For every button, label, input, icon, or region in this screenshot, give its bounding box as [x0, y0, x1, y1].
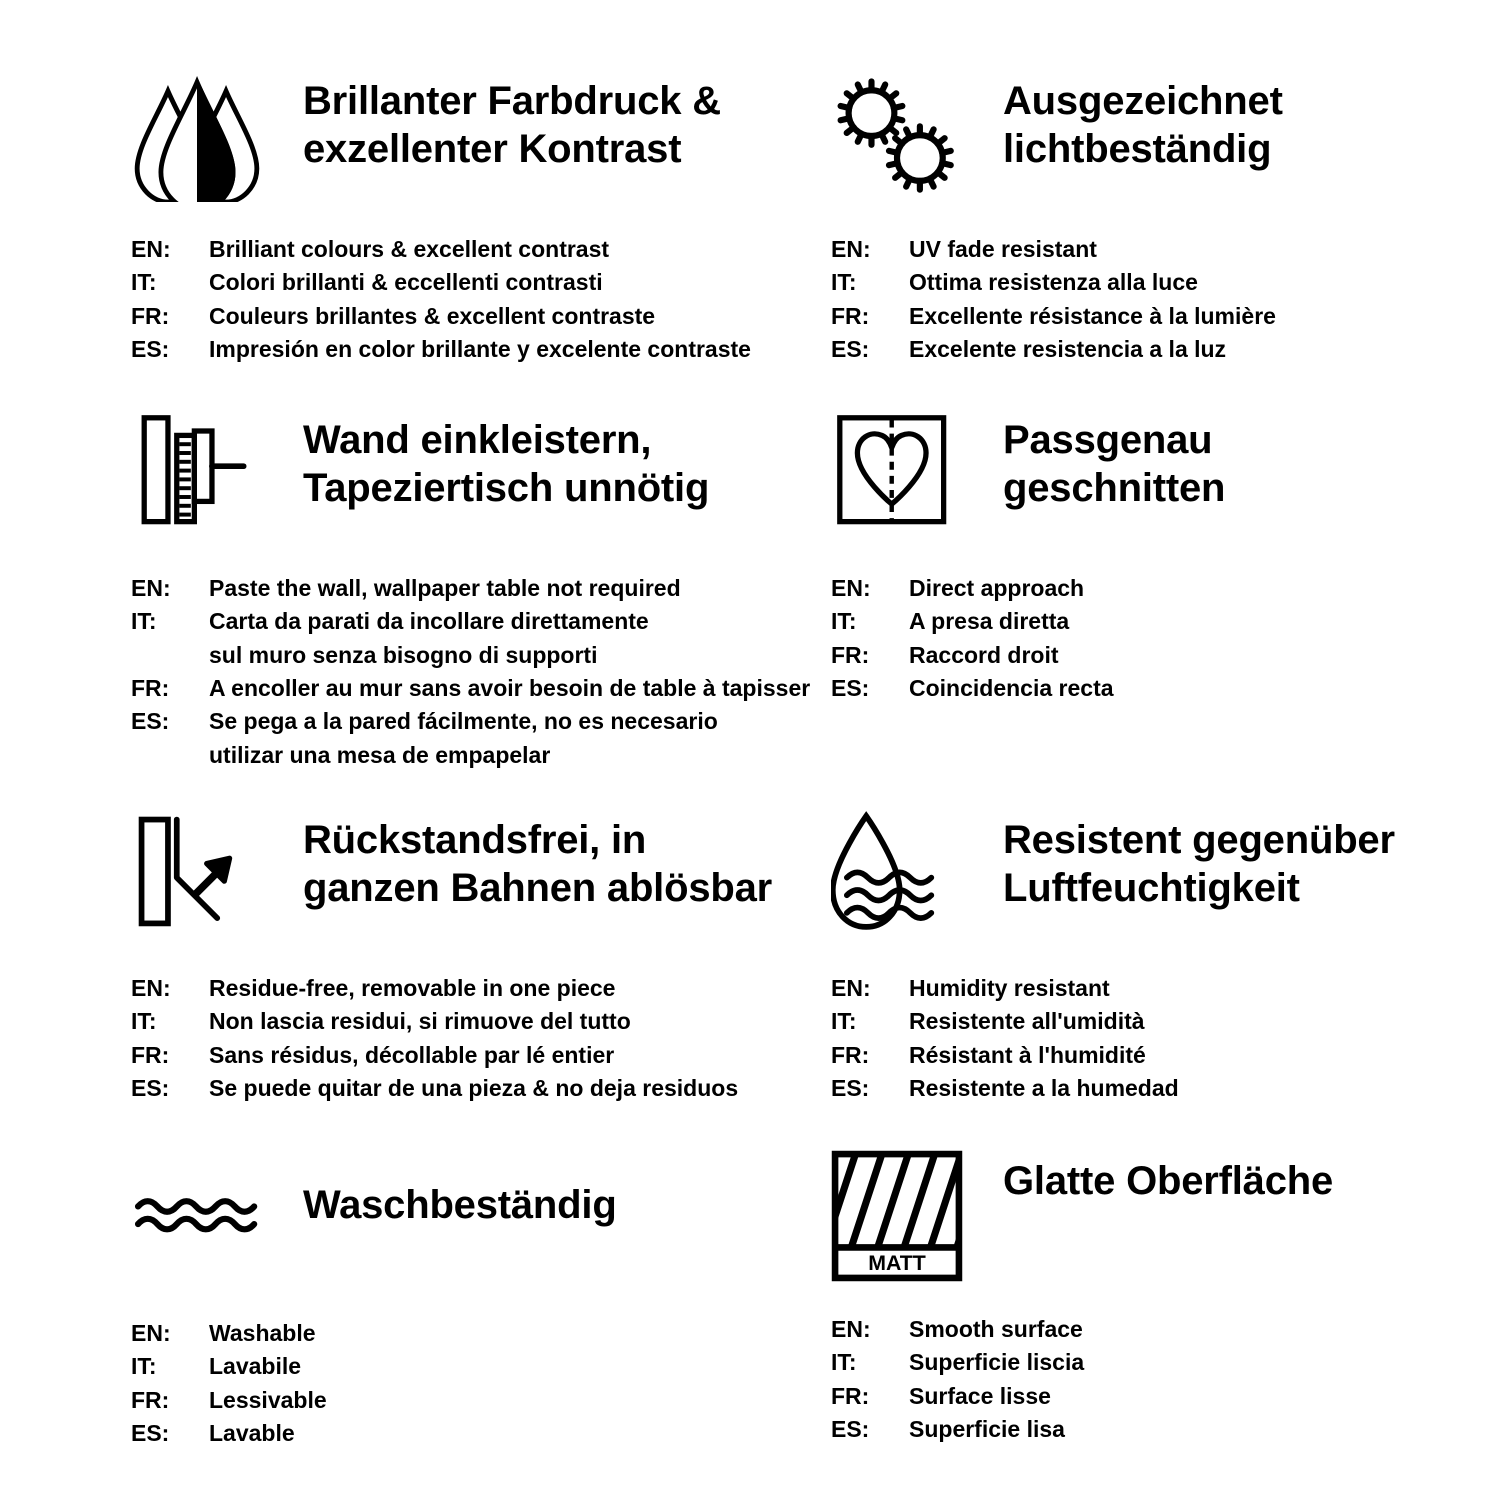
svg-text:MATT: MATT: [868, 1251, 926, 1275]
